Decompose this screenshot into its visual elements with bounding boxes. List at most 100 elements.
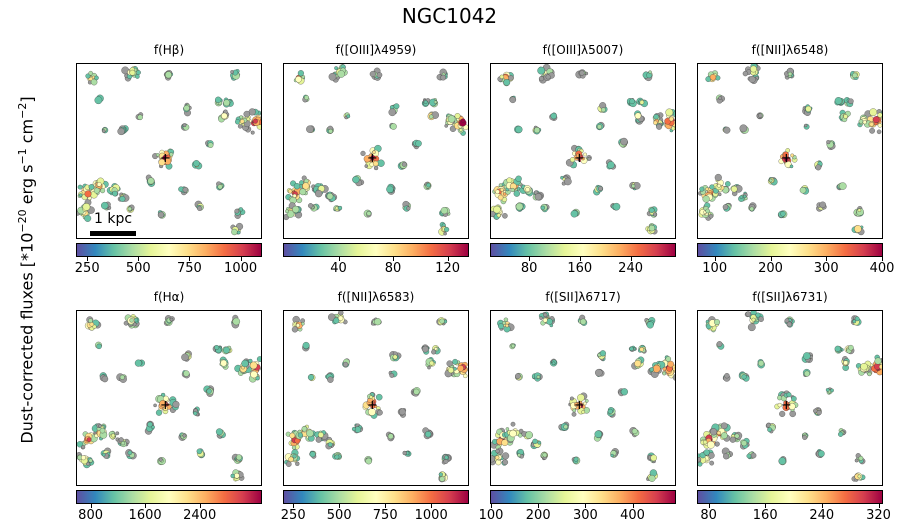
panel-6-emission-pixel <box>439 476 445 482</box>
panel-8-emission-pixel <box>825 388 830 392</box>
panel-7-emission-pixel <box>505 427 510 431</box>
panel-8-emission-pixel <box>746 453 752 459</box>
panel-5-emission-pixel <box>147 421 153 428</box>
panel-3-emission-pixel <box>509 96 517 104</box>
panel-3-emission-pixel <box>631 184 636 189</box>
panel-8-emission-pixel <box>786 321 793 327</box>
panel-2-emission-pixel <box>373 155 380 162</box>
panel-1-emission-pixel <box>100 188 106 194</box>
panel-5-emission-pixel <box>92 324 97 329</box>
panel-4-emission-pixel <box>848 98 854 104</box>
panel-4-emission-pixel <box>739 124 748 133</box>
panel-4-emission-pixel <box>758 113 763 118</box>
panel-6-emission-pixel <box>463 373 468 379</box>
panel-2-nucleus-marker <box>368 153 377 162</box>
panel-3-emission-pixel <box>612 202 621 211</box>
panel-1-emission-pixel <box>119 195 126 202</box>
panel-8-emission-pixel <box>716 430 721 435</box>
panel-4-emission-pixel <box>877 112 882 118</box>
panel-1-emission-pixel <box>129 69 136 76</box>
panel-5-emission-pixel <box>153 403 157 408</box>
panel-4-colorbar-tick <box>770 257 772 261</box>
panel-2-title: f([OIII]λ4959) <box>335 43 417 57</box>
panel-8-emission-pixel <box>803 352 811 360</box>
panel-7-emission-pixel <box>648 474 656 482</box>
panel-6-emission-pixel <box>288 456 294 462</box>
panel-2-emission-pixel <box>460 118 466 123</box>
panel-8-colorbar-tick-label: 160 <box>752 508 778 523</box>
panel-8-emission-pixel <box>786 392 792 398</box>
panel-7-emission-pixel <box>649 367 654 372</box>
panel-8-emission-pixel <box>817 450 825 458</box>
panel-7-title: f([SII]λ6717) <box>545 290 621 304</box>
panel-3-emission-pixel <box>525 187 530 192</box>
panel-6-emission-pixel <box>389 373 395 378</box>
panel-8-emission-pixel <box>843 360 848 366</box>
panel-4-emission-pixel <box>843 114 848 119</box>
panel-8-emission-pixel <box>723 453 730 460</box>
panel-3-emission-pixel <box>634 112 642 120</box>
panel-3-emission-pixel <box>607 161 615 169</box>
panel-3-emission-pixel <box>515 125 523 134</box>
panel-3-flux-map <box>490 63 676 239</box>
panel-5-emission-pixel <box>169 317 174 322</box>
panel-5-colorbar-tick <box>90 504 92 508</box>
panel-7-emission-pixel <box>491 455 496 463</box>
panel-2-emission-pixel <box>328 72 337 81</box>
panel-5-emission-pixel <box>214 345 220 350</box>
panel-5-emission-pixel <box>89 322 95 327</box>
panel-8-emission-pixel <box>724 373 730 379</box>
panel-5-colorbar-tick <box>199 504 201 508</box>
panel-7-emission-pixel <box>542 452 548 458</box>
panel-6-nucleus-marker <box>368 400 377 409</box>
panel-7-map-svg <box>491 311 675 482</box>
panel-7-emission-pixel <box>537 440 542 445</box>
panel-4-emission-pixel <box>717 183 721 188</box>
panel-7-emission-pixel <box>667 360 674 368</box>
panel-5-emission-pixel <box>172 400 180 408</box>
panel-1-colorbar <box>76 243 262 257</box>
panel-4-emission-pixel <box>708 213 714 219</box>
panel-4-emission-pixel <box>742 70 749 77</box>
panel-1-emission-pixel <box>207 142 214 148</box>
panel-1-emission-pixel <box>112 190 118 197</box>
panel-1-emission-pixel <box>182 186 189 193</box>
panel-7-emission-pixel <box>495 448 500 454</box>
panel-6-emission-pixel <box>301 321 305 326</box>
panel-4-colorbar-tick-label: 100 <box>702 261 728 276</box>
panel-2-emission-pixel <box>459 128 463 132</box>
panel-2-emission-pixel <box>393 103 400 110</box>
panel-2-emission-pixel <box>364 164 369 168</box>
panel-3-emission-pixel <box>583 152 587 157</box>
panel-8-emission-pixel <box>758 360 765 367</box>
panel-6-emission-pixel <box>306 429 314 438</box>
panel-8-emission-pixel <box>741 440 748 447</box>
panel-1-emission-pixel <box>243 110 251 118</box>
panel-5-emission-pixel <box>181 353 189 362</box>
panel-6-flux-map <box>283 310 469 486</box>
panel-4-emission-pixel <box>869 108 878 117</box>
panel-2-flux-map <box>283 63 469 239</box>
panel-1-map-svg <box>77 66 261 236</box>
panel-4-emission-pixel <box>799 186 807 194</box>
panel-2-emission-pixel <box>376 72 383 78</box>
panel-2-emission-pixel <box>363 155 371 163</box>
panel-8-emission-pixel <box>751 317 756 322</box>
panel-1-emission-pixel <box>231 228 238 236</box>
panel-7-emission-pixel <box>620 388 628 396</box>
panel-6-emission-pixel <box>315 436 322 443</box>
panel-2-emission-pixel <box>386 185 394 193</box>
panel-8-emission-pixel <box>788 402 796 410</box>
panel-4-emission-pixel <box>869 122 874 127</box>
panel-5-emission-pixel <box>220 359 228 367</box>
panel-6-emission-pixel <box>295 461 300 466</box>
panel-6-emission-pixel <box>375 393 383 401</box>
panel-3-emission-pixel <box>576 153 581 158</box>
panel-7-colorbar-tick <box>632 504 634 508</box>
panel-5-colorbar-tick-label: 2400 <box>183 508 217 523</box>
panel-1-emission-pixel <box>183 105 190 112</box>
panel-3-emission-pixel <box>653 114 659 120</box>
panel-3-colorbar-tick <box>529 257 531 261</box>
panel-3-emission-pixel <box>653 120 658 125</box>
panel-2-emission-pixel <box>415 140 422 147</box>
